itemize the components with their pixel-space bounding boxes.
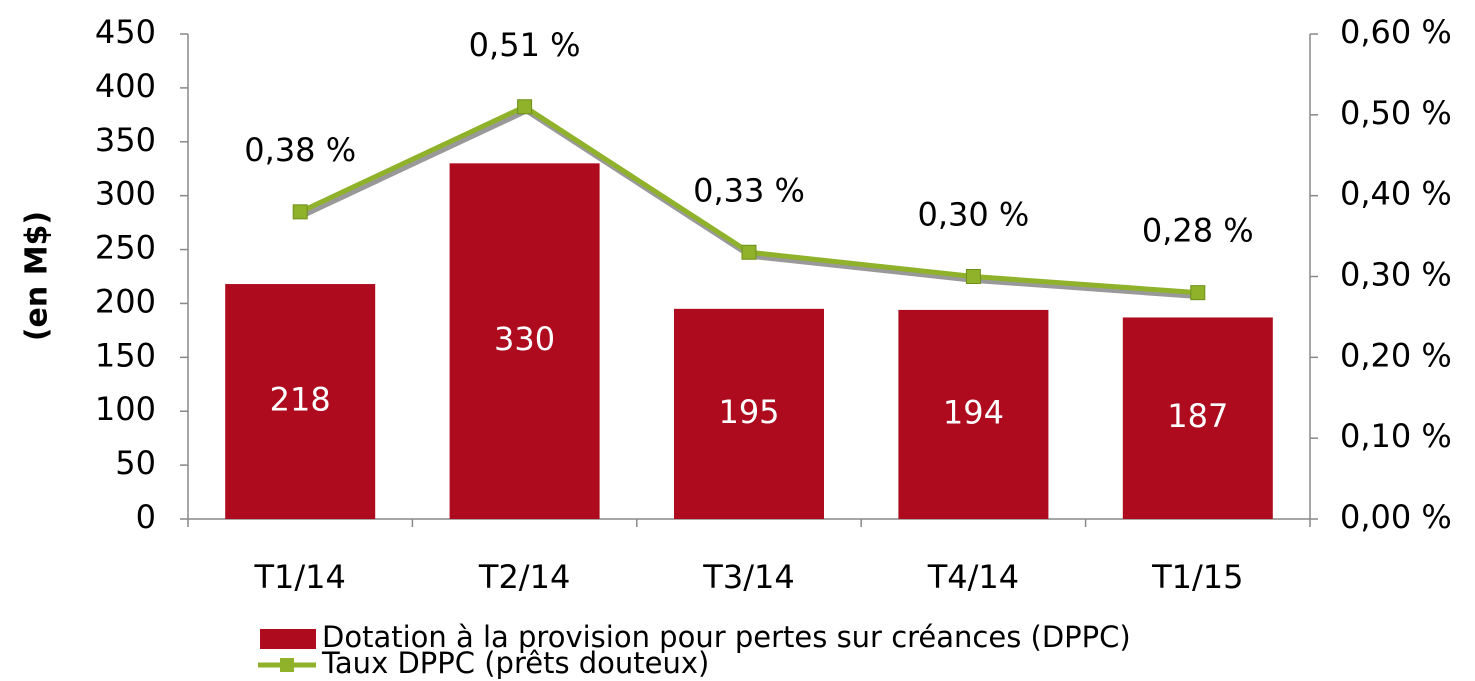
y2-tick-label: 0,40 %	[1340, 175, 1452, 213]
y2-tick-label: 0,20 %	[1340, 336, 1452, 374]
bar	[674, 308, 824, 519]
y-tick-label: 50	[115, 444, 156, 482]
y-tick-label: 0	[136, 498, 156, 536]
bar	[898, 309, 1049, 519]
bar	[1122, 317, 1273, 519]
line-value-label: 0,30 %	[917, 196, 1029, 234]
bar-value-label: 194	[943, 393, 1004, 431]
bar-value-label: 195	[718, 393, 779, 431]
y-tick-label: 350	[95, 121, 156, 159]
legend-label: Taux DPPC (prêts douteux)	[321, 646, 709, 680]
line-value-label: 0,33 %	[693, 171, 805, 209]
bar	[225, 284, 376, 519]
bar-value-label: 218	[270, 381, 331, 419]
y-tick-label: 450	[95, 13, 156, 51]
x-tick-label: T2/14	[478, 558, 570, 596]
y-tick-label: 300	[95, 175, 156, 213]
y-axis-label: (en M$)	[20, 211, 55, 341]
y2-tick-label: 0,50 %	[1340, 94, 1452, 132]
x-tick-label: T3/14	[702, 558, 794, 596]
y-tick-label: 250	[95, 229, 156, 267]
legend-swatch	[260, 629, 316, 649]
y-tick-label: 200	[95, 282, 156, 320]
y2-tick-label: 0,60 %	[1340, 13, 1452, 51]
legend-marker	[280, 658, 294, 672]
line-value-label: 0,51 %	[469, 26, 581, 64]
y-tick-label: 100	[95, 390, 156, 428]
y2-tick-label: 0,30 %	[1340, 256, 1452, 294]
y2-tick-label: 0,10 %	[1340, 417, 1452, 455]
x-tick-label: T1/15	[1151, 558, 1243, 596]
line-value-label: 0,38 %	[244, 131, 356, 169]
bar-value-label: 187	[1167, 397, 1228, 435]
line-marker	[965, 269, 981, 284]
y2-tick-label: 0,00 %	[1340, 498, 1452, 536]
legend-label: Dotation à la provision pour pertes sur …	[322, 620, 1131, 654]
bar-value-label: 330	[494, 320, 555, 358]
line-value-label: 0,28 %	[1142, 212, 1254, 250]
line-marker	[292, 204, 308, 220]
line-marker	[741, 244, 757, 260]
y-tick-label: 150	[95, 336, 156, 374]
x-tick-label: T4/14	[927, 558, 1019, 596]
line-marker	[1190, 285, 1206, 301]
x-tick-label: T1/14	[253, 558, 345, 596]
bar	[449, 163, 600, 520]
line-marker	[517, 99, 533, 115]
y-tick-label: 400	[95, 67, 156, 105]
